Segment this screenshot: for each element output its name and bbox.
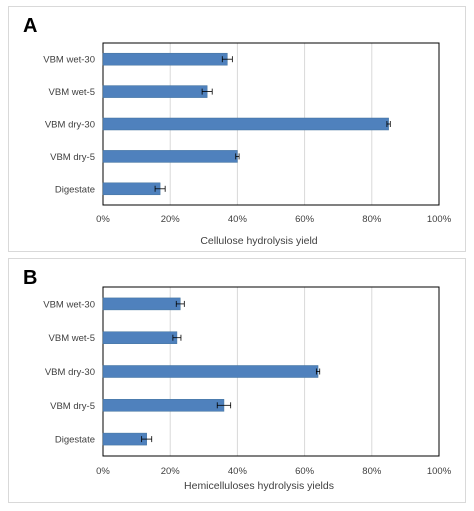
bar	[102, 52, 228, 66]
x-tick-label: 40%	[228, 214, 248, 225]
cellulose-chart: 0% 20% 40% 60% 80% 100% VBM wet-30 VBM wet-5 VBM…	[43, 42, 452, 247]
category-label: VBM dry-30	[45, 367, 95, 378]
x-axis-label: Cellulose hydrolysis yield	[200, 235, 317, 247]
category-label: VBM wet-5	[49, 333, 95, 344]
bar	[102, 399, 225, 412]
category-label: VBM dry-5	[50, 401, 95, 412]
bar	[102, 331, 178, 344]
category-label: VBM wet-5	[49, 87, 95, 98]
x-tick-label: 100%	[427, 214, 452, 225]
category-label: Digestate	[55, 435, 95, 446]
x-tick-label: 60%	[295, 214, 315, 225]
x-tick-label: 0%	[96, 466, 110, 477]
x-tick-label: 0%	[96, 214, 110, 225]
bar	[102, 85, 208, 98]
hemicellulose-chart: 0% 20% 40% 60% 80% 100% VBM wet-30 VBM wet-5 VBM…	[43, 286, 452, 492]
bar	[102, 297, 181, 311]
chart-panel-b: B 0% 20% 40% 60% 80% 100% VBM wet-30 VBM wet-5 V…	[8, 258, 466, 503]
chart-panel-a: A 0% 20% 40% 60% 80% 100% VBM wet-30 VBM wet-5 V…	[8, 6, 466, 252]
x-tick-label: 80%	[362, 214, 382, 225]
bar	[102, 150, 238, 163]
x-tick-label: 100%	[427, 466, 452, 477]
panel-label-b: B	[23, 267, 38, 289]
category-label: VBM wet-30	[43, 55, 95, 66]
category-label: VBM wet-30	[43, 299, 95, 310]
x-tick-label: 20%	[161, 466, 181, 477]
panel-label-a: A	[23, 15, 38, 37]
x-tick-label: 60%	[295, 466, 315, 477]
x-axis-label: Hemicelluloses hydrolysis yields	[184, 480, 334, 492]
bar	[102, 117, 389, 131]
bar	[102, 365, 319, 378]
x-tick-label: 20%	[161, 214, 181, 225]
category-label: Digestate	[55, 184, 95, 195]
category-label: VBM dry-30	[45, 120, 95, 131]
category-label: VBM dry-5	[50, 152, 95, 163]
x-tick-label: 80%	[362, 466, 382, 477]
bar	[102, 432, 147, 446]
bar	[102, 182, 161, 196]
x-tick-label: 40%	[228, 466, 248, 477]
